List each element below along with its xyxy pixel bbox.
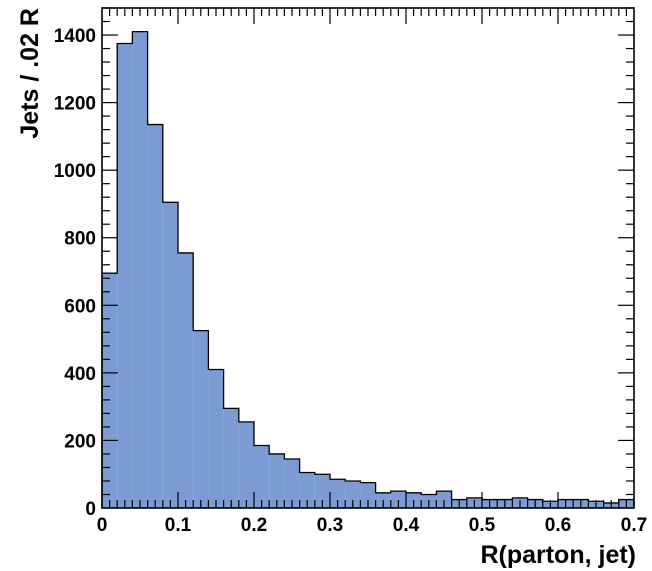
histogram-bar bbox=[178, 252, 194, 508]
histogram-bar bbox=[223, 408, 239, 508]
x-tick-labels: 0 0.1 0.2 0.3 0.4 0.5 0.6 0.7 bbox=[97, 515, 648, 536]
histogram-bar bbox=[360, 482, 376, 508]
histogram-bar bbox=[314, 474, 330, 508]
histogram-bar bbox=[299, 472, 315, 508]
y-tick-label: 800 bbox=[64, 229, 96, 250]
histogram-bar bbox=[390, 491, 406, 508]
plot-frame bbox=[101, 7, 635, 509]
x-tick-label: 0.7 bbox=[621, 515, 647, 536]
x-tick-label: 0.6 bbox=[545, 515, 571, 536]
histogram-bar bbox=[147, 124, 163, 509]
histogram-bar bbox=[117, 43, 133, 509]
x-tick-label: 0.2 bbox=[241, 515, 267, 536]
x-axis-title: R(parton, jet) bbox=[480, 541, 636, 569]
y-tick-label: 200 bbox=[64, 431, 96, 452]
y-tick-label: 1000 bbox=[54, 161, 96, 182]
histogram-bar bbox=[345, 480, 361, 508]
histogram-bar bbox=[162, 202, 178, 508]
y-tick-label: 400 bbox=[64, 364, 96, 385]
histogram-bar bbox=[132, 31, 148, 508]
histogram-bar bbox=[330, 479, 346, 508]
axis-ticks bbox=[102, 7, 634, 508]
y-tick-labels: 0 200 400 600 800 1000 1200 1400 bbox=[54, 26, 96, 520]
y-tick-label: 1400 bbox=[54, 26, 96, 47]
histogram-bar bbox=[193, 330, 209, 508]
histogram-bar bbox=[102, 273, 118, 508]
x-tick-label: 0.1 bbox=[165, 515, 192, 536]
histogram-bar bbox=[269, 453, 285, 508]
y-tick-label: 600 bbox=[64, 296, 96, 317]
histogram-bar bbox=[284, 459, 300, 508]
histogram-bar bbox=[238, 421, 254, 508]
y-tick-label: 0 bbox=[85, 499, 96, 520]
histogram-bars bbox=[101, 30, 635, 509]
y-axis-title: Jets / .02 R bbox=[16, 8, 44, 139]
histogram-bar bbox=[436, 491, 452, 508]
x-tick-label: 0.3 bbox=[317, 515, 343, 536]
y-tick-label: 1200 bbox=[54, 94, 96, 115]
histogram-bar bbox=[208, 369, 224, 508]
x-tick-label: 0.4 bbox=[393, 515, 420, 536]
x-tick-label: 0 bbox=[97, 515, 108, 536]
x-tick-label: 0.5 bbox=[469, 515, 496, 536]
histogram-bar bbox=[254, 445, 270, 508]
